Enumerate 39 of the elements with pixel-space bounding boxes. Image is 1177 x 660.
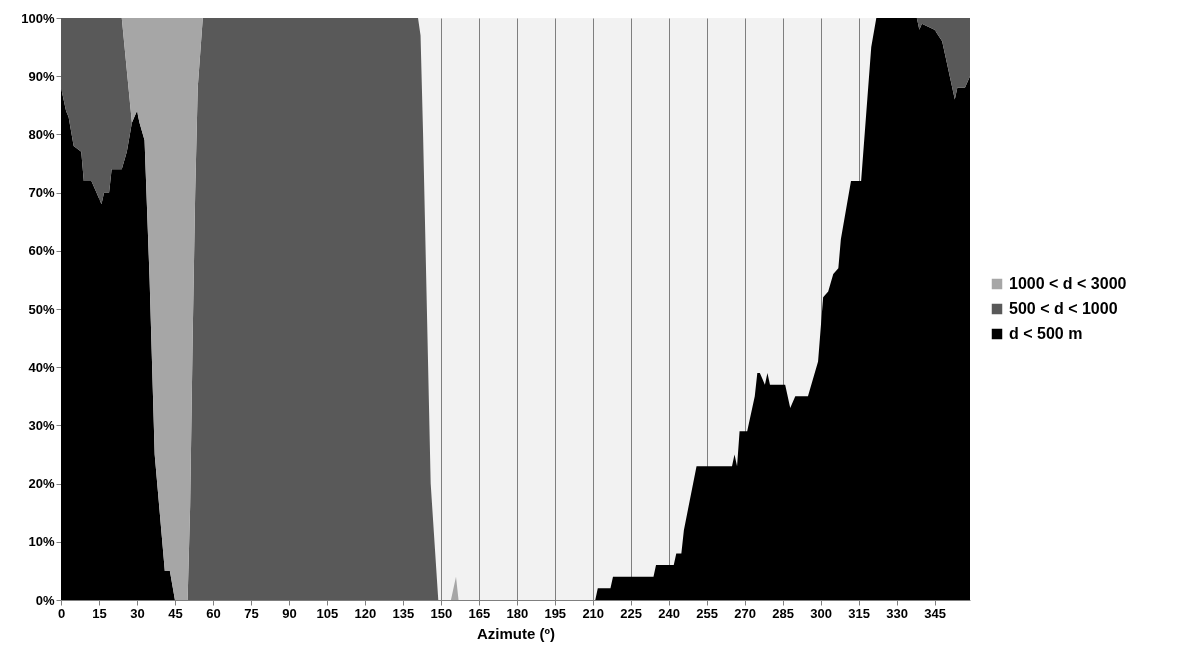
- y-tick-label: 80%: [28, 126, 55, 142]
- y-tick-label: 70%: [28, 185, 55, 201]
- x-tick-label: 60: [206, 605, 221, 621]
- x-tick-label: 75: [244, 605, 259, 621]
- x-tick-label: 180: [506, 605, 529, 621]
- x-tick-label: 195: [544, 605, 567, 621]
- legend-label: 500 < d < 1000: [1009, 300, 1118, 317]
- x-tick-label: 120: [354, 605, 377, 621]
- x-tick-label: 345: [924, 605, 946, 621]
- x-tick-label: 300: [810, 605, 832, 621]
- legend-label: d < 500 m: [1009, 325, 1083, 342]
- x-tick-label: 135: [392, 605, 415, 621]
- x-tick-label: 150: [430, 605, 453, 621]
- x-tick-label: 0: [57, 605, 66, 621]
- y-tick-label: 10%: [28, 534, 55, 550]
- y-tick-label: 90%: [28, 68, 55, 84]
- y-tick-label: 100%: [21, 10, 55, 26]
- y-tick-label: 40%: [28, 359, 55, 375]
- y-tick-label: 20%: [28, 476, 55, 492]
- y-tick-label: 50%: [28, 301, 55, 317]
- x-tick-label: 15: [92, 605, 107, 621]
- x-tick-label: 270: [734, 605, 756, 621]
- x-tick-label: 210: [582, 605, 605, 621]
- x-tick-label: 30: [130, 605, 145, 621]
- x-tick-label: 45: [168, 605, 183, 621]
- y-tick-label: 0%: [35, 592, 55, 608]
- x-tick-label: 255: [696, 605, 719, 621]
- x-tick-label: 330: [886, 605, 908, 621]
- x-axis-title: Azimute (º): [477, 624, 555, 642]
- legend-label: 1000 < d < 3000: [1009, 275, 1127, 292]
- x-tick-label: 90: [282, 605, 297, 621]
- x-tick-label: 285: [772, 605, 794, 621]
- x-tick-label: 315: [848, 605, 870, 621]
- x-tick-label: 225: [620, 605, 643, 621]
- x-tick-label: 105: [316, 605, 339, 621]
- y-tick-label: 30%: [28, 417, 55, 433]
- x-tick-label: 165: [468, 605, 491, 621]
- x-tick-label: 240: [658, 605, 681, 621]
- y-tick-label: 60%: [28, 243, 55, 259]
